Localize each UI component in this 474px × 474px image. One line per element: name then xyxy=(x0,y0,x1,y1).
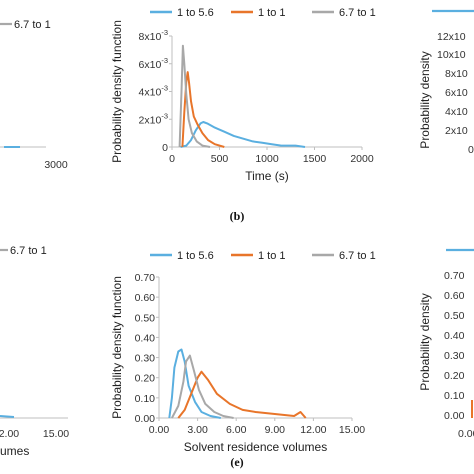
right-bottom-xtick: 0.00 xyxy=(458,428,474,440)
y-tick-exponent: -3 xyxy=(161,56,168,65)
legend-label-6-7-to-1: 6.7 to 1 xyxy=(339,250,376,262)
left-top-fragment: 6.7 to 1 3000 xyxy=(0,19,68,171)
x-tick-label: 6.00 xyxy=(226,424,247,436)
right-bottom-ytick-4: 0.30 xyxy=(444,350,465,362)
series-line-6-7-to-1 xyxy=(171,354,234,419)
y-tick-label: 0.00 xyxy=(135,413,156,425)
legend-label-1-to-1: 1 to 1 xyxy=(258,7,286,19)
y-axis-label: Probability density function xyxy=(110,20,124,163)
legend-label-1-to-1: 1 to 1 xyxy=(258,250,286,262)
legend-label-1-to-5-6: 1 to 5.6 xyxy=(177,7,214,19)
right-top-ytick-zero: 0 xyxy=(468,144,474,156)
right-bottom-ytick-7: 0.00 xyxy=(444,410,465,422)
x-tick-label: 15.00 xyxy=(339,424,365,436)
y-tick-exponent: -3 xyxy=(161,28,168,37)
right-bottom-ytick-5: 0.20 xyxy=(444,370,465,382)
x-tick-label: 9.00 xyxy=(265,424,286,436)
series-line-1-to-5-6 xyxy=(180,121,306,148)
panel-label-b: (b) xyxy=(230,209,245,223)
y-tick-label: 0.40 xyxy=(135,332,156,344)
y-tick-label: 6x10-3 xyxy=(139,56,168,71)
panel-label-e: (e) xyxy=(230,455,243,469)
x-tick-label: 0 xyxy=(169,153,175,165)
x-tick-label: 12.00 xyxy=(300,424,326,436)
right-bottom-fragment: Probability density 0.70 0.60 0.50 0.40 … xyxy=(418,248,474,440)
right-bottom-ytick-1: 0.60 xyxy=(444,290,465,302)
left-top-xtick: 3000 xyxy=(44,159,68,171)
right-top-ytick-0: 12x10 xyxy=(437,31,466,43)
right-top-ytick-5: 2x10 xyxy=(445,125,468,137)
y-tick-label: 8x10-3 xyxy=(139,28,168,43)
y-tick-exponent: -3 xyxy=(161,84,168,93)
x-tick-label: 1000 xyxy=(255,153,279,165)
right-top-ytick-4: 4x10 xyxy=(445,106,468,118)
y-tick-label: 4x10-3 xyxy=(139,84,168,99)
y-tick-label: 0.10 xyxy=(135,393,156,405)
left-bottom-line-fragment xyxy=(0,415,15,418)
right-top-ytick-1: 10x10 xyxy=(437,49,466,61)
series-line-1-to-5-6 xyxy=(168,348,221,419)
right-bottom-ytick-2: 0.50 xyxy=(444,310,465,322)
y-tick-label: 0.60 xyxy=(135,292,156,304)
x-tick-label: 0.00 xyxy=(149,424,170,436)
x-axis-label: Time (s) xyxy=(245,169,289,183)
left-bottom-xlabel: umes xyxy=(0,444,29,458)
legend-label-6-7-to-1: 6.7 to 1 xyxy=(339,7,376,19)
y-tick-label: 0.20 xyxy=(135,373,156,385)
left-top-legend-label: 6.7 to 1 xyxy=(14,19,51,31)
y-tick-label: 0 xyxy=(162,142,168,154)
legend-label-1-to-5-6: 1 to 5.6 xyxy=(177,250,214,262)
chart-time-pdf: 0 500 1000 1500 2000 0 2x10-3 4x10-3 6x10-3 8x10-… xyxy=(110,7,376,183)
right-bottom-ylabel: Probability density xyxy=(418,293,432,390)
y-axis-label: Probability density function xyxy=(110,276,124,419)
x-axis-label: Solvent residence volumes xyxy=(184,440,327,454)
left-bottom-legend-label: 6.7 to 1 xyxy=(10,245,47,257)
right-bottom-ytick-0: 0.70 xyxy=(444,270,465,282)
x-tick-label: 500 xyxy=(211,153,229,165)
right-top-ytick-3: 6x10 xyxy=(445,87,468,99)
x-tick-label: 2000 xyxy=(350,153,374,165)
left-bottom-fragment: 6.7 to 1 12.00 15.00 umes xyxy=(0,245,69,458)
y-tick-label: 2x10-3 xyxy=(139,111,168,126)
x-tick-label: 3.00 xyxy=(187,424,208,436)
x-tick-label: 1500 xyxy=(303,153,327,165)
y-tick-label: 0.70 xyxy=(135,272,156,284)
right-bottom-ytick-6: 0.10 xyxy=(444,390,465,402)
right-bottom-ytick-3: 0.40 xyxy=(444,330,465,342)
chart-residence-volume-pdf: 0.00 3.00 6.00 9.00 12.00 15.00 0.00 0.10 0.20 0.… xyxy=(110,250,376,454)
y-tick-label: 0.30 xyxy=(135,353,156,365)
series-line-1-to-1 xyxy=(177,370,307,419)
y-tick-label: 0.50 xyxy=(135,312,156,324)
left-bottom-xtick-15: 15.00 xyxy=(43,428,69,440)
series-line-6-7-to-1 xyxy=(178,44,211,148)
y-tick-exponent: -3 xyxy=(161,111,168,120)
left-bottom-xtick-12: 12.00 xyxy=(0,428,19,440)
right-top-ylabel: Probability density xyxy=(418,51,432,148)
right-top-fragment: Probability density 12x10 10x10 8x10 6x1… xyxy=(418,9,474,156)
right-top-ytick-2: 8x10 xyxy=(445,68,468,80)
